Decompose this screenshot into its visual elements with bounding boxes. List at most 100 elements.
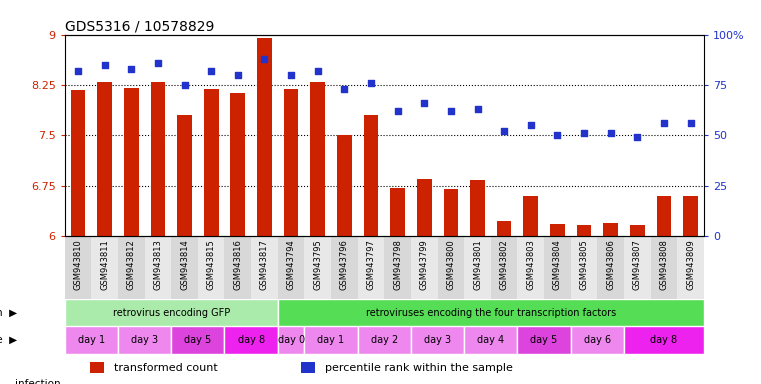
Text: GSM943806: GSM943806 (607, 239, 615, 290)
Text: day 2: day 2 (371, 335, 398, 345)
Bar (624, 326, 704, 354)
Text: GSM943817: GSM943817 (260, 239, 269, 290)
Text: day 6: day 6 (584, 335, 611, 345)
Text: GSM943814: GSM943814 (180, 239, 189, 290)
Bar (683, 196, 698, 236)
Point (471, 106, 484, 112)
Bar (470, 180, 485, 236)
Bar (310, 81, 325, 236)
Bar (177, 115, 192, 236)
Text: GSM943802: GSM943802 (500, 239, 508, 290)
Bar (384, 236, 411, 299)
Bar (497, 221, 511, 236)
Bar (364, 115, 378, 236)
Point (258, 56, 271, 62)
Bar (571, 236, 597, 299)
Text: day 5: day 5 (184, 335, 212, 345)
Text: day 0: day 0 (278, 335, 304, 345)
Bar (444, 189, 458, 236)
Text: day 8: day 8 (651, 335, 677, 345)
Bar (417, 179, 431, 236)
Bar (390, 188, 405, 236)
Text: GSM943811: GSM943811 (100, 239, 109, 290)
Bar (204, 89, 218, 236)
Bar (411, 236, 438, 299)
Bar (464, 326, 517, 354)
Text: GSM943816: GSM943816 (234, 239, 242, 290)
Bar (278, 326, 304, 354)
Bar (278, 299, 704, 326)
Bar (331, 236, 358, 299)
Text: time  ▶: time ▶ (0, 335, 17, 345)
Point (365, 80, 377, 86)
Bar (251, 236, 278, 299)
Bar (550, 224, 565, 236)
Bar (517, 326, 571, 354)
Point (205, 68, 218, 74)
Bar (65, 236, 91, 299)
Text: GSM943794: GSM943794 (287, 239, 295, 290)
Text: GSM943810: GSM943810 (74, 239, 82, 290)
Bar (411, 326, 464, 354)
Text: infection  ▶: infection ▶ (0, 308, 17, 318)
Bar (657, 196, 671, 236)
Bar (224, 326, 278, 354)
Bar (651, 236, 677, 299)
Bar (358, 236, 384, 299)
Text: retrovirus encoding GFP: retrovirus encoding GFP (113, 308, 230, 318)
Bar (278, 236, 304, 299)
Bar (231, 93, 245, 236)
Bar (603, 223, 618, 236)
Bar (304, 236, 331, 299)
Bar (358, 326, 411, 354)
Text: day 3: day 3 (424, 335, 451, 345)
Bar (630, 225, 645, 236)
Point (498, 128, 510, 134)
Text: GSM943804: GSM943804 (553, 239, 562, 290)
Point (631, 134, 643, 141)
Bar (571, 326, 624, 354)
Text: GSM943812: GSM943812 (127, 239, 135, 290)
Text: GSM943800: GSM943800 (447, 239, 455, 290)
Bar (124, 88, 139, 236)
Text: GSM943801: GSM943801 (473, 239, 482, 290)
Point (178, 82, 190, 88)
Bar (91, 236, 118, 299)
Text: GSM943795: GSM943795 (314, 239, 322, 290)
Bar (464, 236, 491, 299)
Text: day 1: day 1 (78, 335, 105, 345)
Bar (97, 82, 112, 236)
Text: GSM943799: GSM943799 (420, 239, 428, 290)
Text: GSM943796: GSM943796 (340, 239, 349, 290)
Point (524, 122, 537, 128)
Bar (677, 236, 704, 299)
Bar (151, 82, 165, 236)
Bar (524, 196, 538, 236)
Point (338, 86, 350, 92)
Text: GSM943805: GSM943805 (580, 239, 588, 290)
Bar (577, 225, 591, 236)
Point (578, 130, 590, 136)
Bar (65, 299, 278, 326)
Text: retroviruses encoding the four transcription factors: retroviruses encoding the four transcrip… (366, 308, 616, 318)
Bar (224, 236, 251, 299)
Text: day 5: day 5 (530, 335, 558, 345)
Bar (118, 326, 171, 354)
Point (444, 108, 457, 114)
Text: percentile rank within the sample: percentile rank within the sample (325, 362, 513, 372)
Bar (91, 362, 104, 373)
Text: GSM943797: GSM943797 (367, 239, 375, 290)
Point (151, 60, 164, 66)
Bar (118, 236, 145, 299)
Bar (171, 236, 198, 299)
Point (285, 72, 297, 78)
Bar (624, 236, 651, 299)
Bar (544, 236, 571, 299)
Point (551, 132, 563, 139)
Bar (65, 326, 118, 354)
Bar (491, 236, 517, 299)
Text: GSM943808: GSM943808 (660, 239, 668, 290)
Point (98, 62, 111, 68)
Bar (301, 362, 315, 373)
Bar (145, 236, 171, 299)
